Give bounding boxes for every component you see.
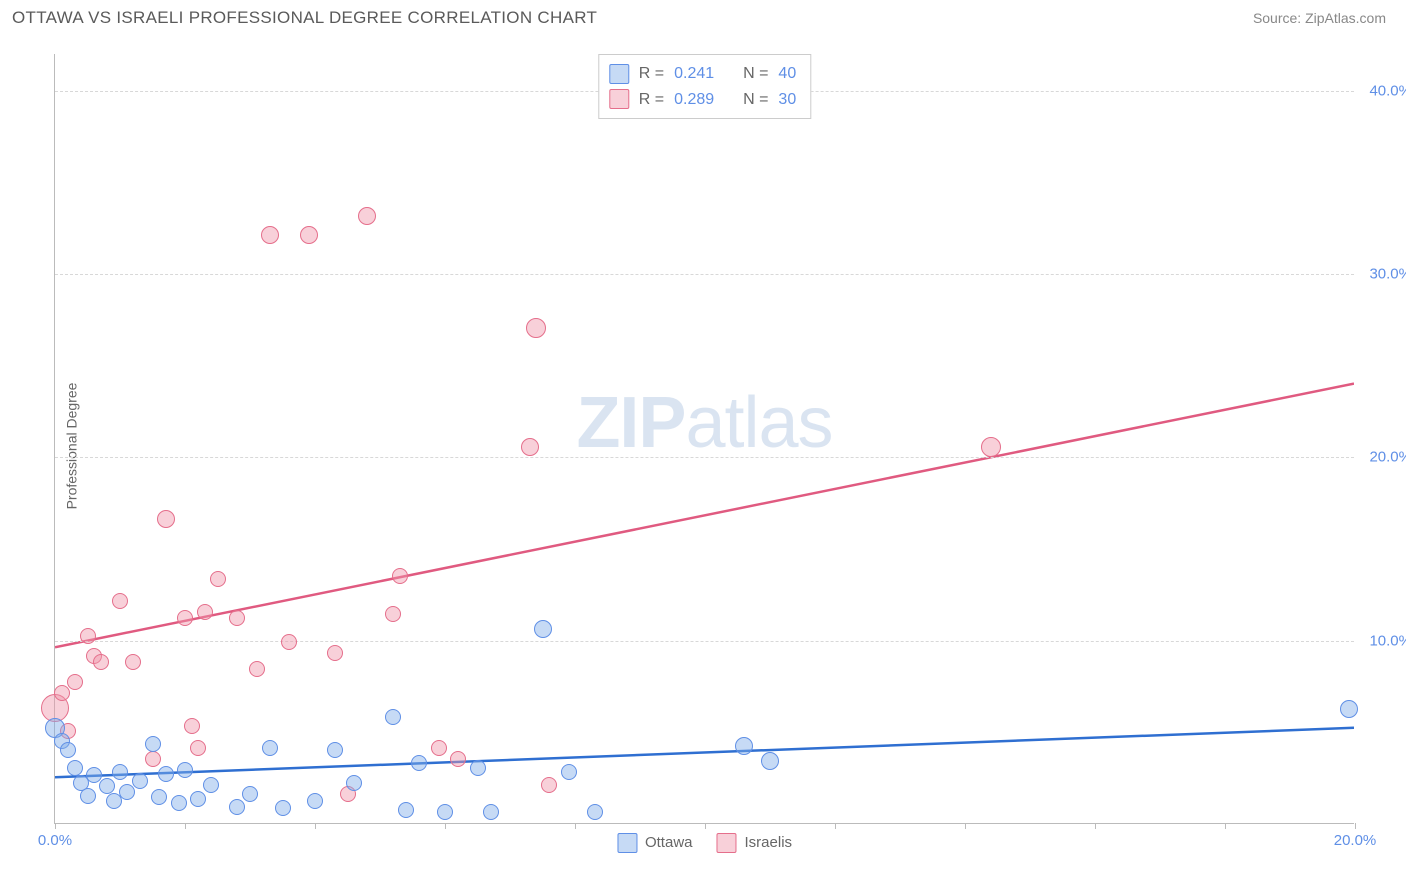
ottawa-point [177, 762, 193, 778]
watermark: ZIPatlas [576, 382, 832, 464]
y-tick-label: 20.0% [1369, 449, 1406, 466]
chart-header: OTTAWA VS ISRAELI PROFESSIONAL DEGREE CO… [0, 0, 1406, 32]
ottawa-point [190, 791, 206, 807]
ottawa-point [262, 740, 278, 756]
israelis-point [67, 674, 83, 690]
ottawa-point [275, 800, 291, 816]
plot-region: ZIPatlas 10.0%20.0%30.0%40.0%0.0%20.0%R … [54, 54, 1354, 824]
legend-item-ottawa: Ottawa [617, 833, 693, 853]
israelis-point [229, 610, 245, 626]
ottawa-point [242, 786, 258, 802]
israelis-point [157, 510, 175, 528]
ottawa-point [1340, 700, 1358, 718]
israelis-point [358, 207, 376, 225]
chart-area: Professional Degree ZIPatlas 10.0%20.0%3… [12, 36, 1396, 856]
ottawa-point [112, 764, 128, 780]
israelis-point [197, 604, 213, 620]
ottawa-point [398, 802, 414, 818]
chart-source: Source: ZipAtlas.com [1253, 10, 1386, 26]
x-tick-label: 20.0% [1334, 832, 1377, 849]
r-label: R = [639, 61, 664, 87]
ottawa-point [385, 709, 401, 725]
israelis-point [281, 634, 297, 650]
chart-title: OTTAWA VS ISRAELI PROFESSIONAL DEGREE CO… [12, 8, 597, 28]
israelis-point [190, 740, 206, 756]
n-value: 30 [778, 87, 796, 113]
legend-label: Israelis [745, 834, 793, 851]
y-tick-label: 10.0% [1369, 632, 1406, 649]
ottawa-point [151, 789, 167, 805]
series-legend: Ottawa Israelis [617, 833, 792, 853]
israelis-point [300, 226, 318, 244]
y-tick-label: 30.0% [1369, 266, 1406, 283]
israelis-point [112, 593, 128, 609]
ottawa-point [411, 755, 427, 771]
ottawa-point [561, 764, 577, 780]
israelis-point [261, 226, 279, 244]
correlation-row-israelis: R = 0.289 N = 30 [609, 87, 796, 113]
israelis-point [177, 610, 193, 626]
ottawa-point [203, 777, 219, 793]
r-value: 0.289 [674, 87, 714, 113]
ottawa-point [80, 788, 96, 804]
trend-lines [55, 54, 1354, 823]
r-value: 0.241 [674, 61, 714, 87]
israelis-swatch-icon [717, 833, 737, 853]
ottawa-point [119, 784, 135, 800]
legend-label: Ottawa [645, 834, 693, 851]
israelis-point [54, 685, 70, 701]
x-tick-label: 0.0% [38, 832, 72, 849]
ottawa-point [437, 804, 453, 820]
n-label: N = [743, 61, 768, 87]
ottawa-point [67, 760, 83, 776]
ottawa-point [171, 795, 187, 811]
ottawa-swatch-icon [609, 64, 629, 84]
israelis-point [431, 740, 447, 756]
ottawa-point [132, 773, 148, 789]
israelis-point [327, 645, 343, 661]
israelis-point [526, 318, 546, 338]
israelis-point [145, 751, 161, 767]
ottawa-point [346, 775, 362, 791]
ottawa-point [99, 778, 115, 794]
israelis-point [249, 661, 265, 677]
ottawa-point [534, 620, 552, 638]
n-label: N = [743, 87, 768, 113]
legend-item-israelis: Israelis [717, 833, 793, 853]
ottawa-swatch-icon [617, 833, 637, 853]
correlation-legend: R = 0.241 N = 40R = 0.289 N = 30 [598, 54, 811, 119]
israelis-swatch-icon [609, 89, 629, 109]
israelis-point [210, 571, 226, 587]
ottawa-point [158, 766, 174, 782]
ottawa-point [229, 799, 245, 815]
ottawa-point [145, 736, 161, 752]
israelis-point [93, 654, 109, 670]
israelis-point [125, 654, 141, 670]
israelis-trend-line [55, 384, 1354, 648]
ottawa-point [307, 793, 323, 809]
ottawa-point [735, 737, 753, 755]
ottawa-point [587, 804, 603, 820]
r-label: R = [639, 87, 664, 113]
ottawa-point [761, 752, 779, 770]
israelis-point [541, 777, 557, 793]
ottawa-trend-line [55, 728, 1354, 777]
israelis-point [392, 568, 408, 584]
israelis-point [80, 628, 96, 644]
israelis-point [521, 438, 539, 456]
israelis-point [450, 751, 466, 767]
israelis-point [385, 606, 401, 622]
ottawa-point [470, 760, 486, 776]
ottawa-point [327, 742, 343, 758]
n-value: 40 [778, 61, 796, 87]
ottawa-point [483, 804, 499, 820]
y-tick-label: 40.0% [1369, 82, 1406, 99]
correlation-row-ottawa: R = 0.241 N = 40 [609, 61, 796, 87]
ottawa-point [60, 742, 76, 758]
israelis-point [184, 718, 200, 734]
israelis-point [981, 437, 1001, 457]
